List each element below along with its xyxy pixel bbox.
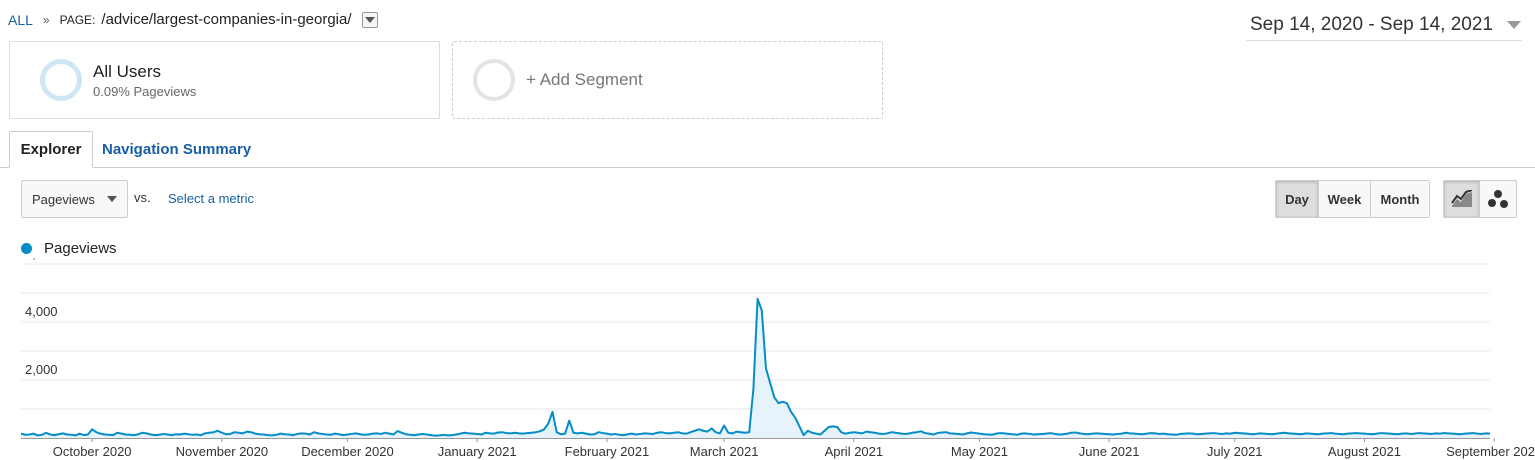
x-tick-label: July 2021	[1207, 444, 1263, 459]
segment-title: All Users	[93, 61, 162, 81]
y-tick-label: 6,000	[25, 258, 58, 261]
line-chart-icon	[1450, 190, 1472, 207]
segment-all-users[interactable]: All Users 0.09% Pageviews	[9, 41, 440, 119]
x-tick-label: October 2020	[53, 444, 132, 459]
line-chart-button[interactable]	[1444, 181, 1480, 217]
metric-select[interactable]: Pageviews	[21, 180, 128, 218]
breadcrumb-separator: »	[42, 12, 50, 27]
x-tick-label: December 2020	[301, 444, 394, 459]
page-dropdown-button[interactable]	[361, 11, 378, 28]
series-color-dot	[21, 243, 32, 254]
x-tick-label: September 2021	[1446, 444, 1535, 459]
add-segment-label: + Add Segment	[526, 70, 643, 89]
date-range-label: Sep 14, 2020 - Sep 14, 2021	[1250, 13, 1493, 35]
vs-label: vs.	[134, 190, 151, 205]
pageviews-chart: 2,000 4,000 6,000 October 2020 November 2020…	[20, 258, 1535, 459]
x-tick-label: November 2020	[176, 444, 269, 459]
tab-explorer[interactable]: Explorer	[9, 131, 93, 168]
legend-series-label: Pageviews	[44, 240, 117, 257]
motion-chart-button[interactable]	[1480, 181, 1516, 217]
breadcrumb-all-link[interactable]: ALL	[8, 11, 33, 28]
motion-chart-icon	[1488, 190, 1508, 208]
segment-subtitle: 0.09% Pageviews	[93, 83, 197, 99]
add-segment-button[interactable]: + Add Segment	[452, 41, 883, 119]
y-tick-label: 2,000	[25, 362, 58, 377]
period-month-button[interactable]: Month	[1371, 181, 1429, 217]
breadcrumb-page-label: PAGE:	[59, 12, 96, 27]
breadcrumb: ALL » PAGE: /advice/largest-companies-in…	[8, 11, 378, 28]
x-tick-label: April 2021	[825, 444, 884, 459]
metric-select-value: Pageviews	[32, 191, 95, 207]
chart-type-toggle-group	[1443, 180, 1517, 218]
chevron-down-icon	[364, 16, 375, 23]
segment-ring-icon	[40, 59, 82, 101]
period-week-button[interactable]: Week	[1319, 181, 1371, 217]
chart-legend: Pageviews	[21, 240, 117, 257]
x-tick-label: August 2021	[1328, 444, 1401, 459]
y-tick-label: 4,000	[25, 304, 58, 319]
pageviews-area	[21, 298, 1490, 438]
chevron-down-icon	[1506, 20, 1521, 29]
breadcrumb-page-value: /advice/largest-companies-in-georgia/	[101, 11, 352, 28]
x-tick-label: March 2021	[690, 444, 759, 459]
chevron-down-icon	[106, 196, 117, 202]
pageviews-line	[20, 297, 1491, 437]
x-tick-label: January 2021	[438, 444, 517, 459]
tab-navigation-summary[interactable]: Navigation Summary	[102, 141, 252, 158]
x-tick-label: February 2021	[565, 444, 650, 459]
date-range-picker[interactable]: Sep 14, 2020 - Sep 14, 2021	[1246, 9, 1522, 41]
empty-segment-ring-icon	[473, 59, 515, 101]
select-metric-link[interactable]: Select a metric	[168, 191, 254, 206]
period-toggle-group: Day Week Month	[1275, 180, 1430, 218]
x-tick-label: June 2021	[1079, 444, 1140, 459]
report-tabs: Explorer Navigation Summary	[0, 131, 1535, 168]
period-day-button[interactable]: Day	[1276, 181, 1319, 217]
x-tick-label: May 2021	[951, 444, 1008, 459]
